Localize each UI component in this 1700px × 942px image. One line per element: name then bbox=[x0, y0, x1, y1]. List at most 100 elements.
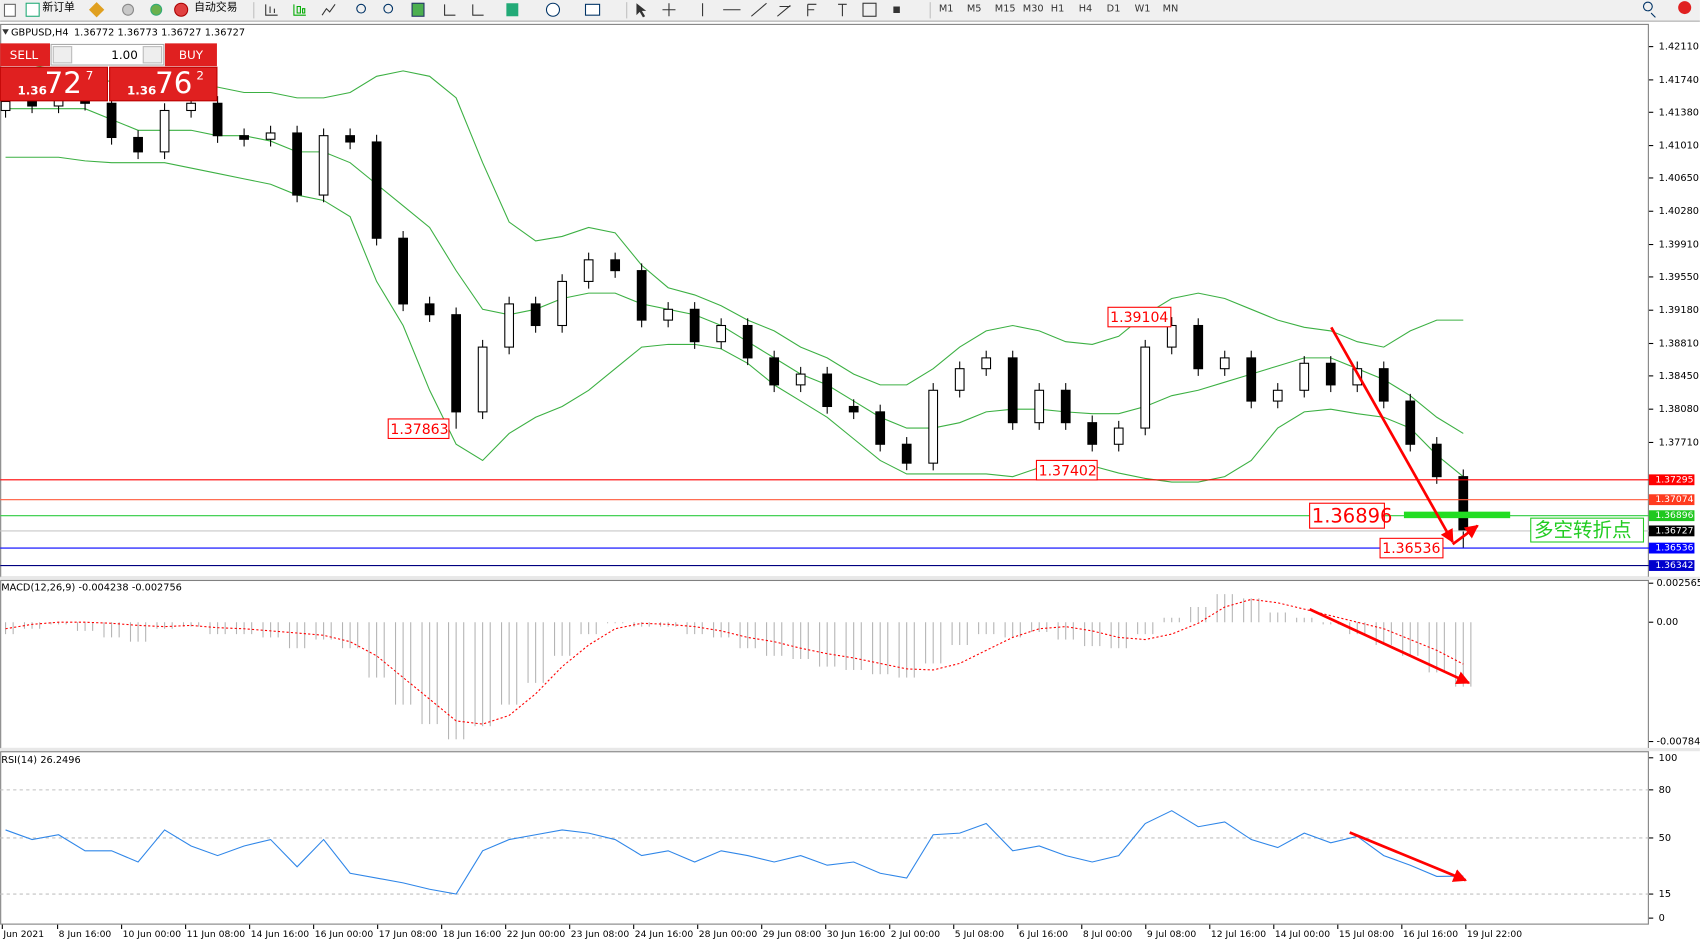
candle-body bbox=[1140, 346, 1151, 429]
macd-main: -0.004238 bbox=[79, 583, 129, 594]
candle-body bbox=[530, 303, 541, 327]
period-icon[interactable] bbox=[545, 2, 561, 17]
lot-up[interactable] bbox=[142, 46, 163, 64]
sell-label[interactable]: SELL bbox=[10, 48, 39, 62]
timeframe-button[interactable]: MN bbox=[1163, 4, 1179, 15]
candle-body bbox=[954, 368, 965, 391]
candle-body bbox=[689, 308, 700, 343]
price-level-tag bbox=[1648, 525, 1695, 537]
trendline-icon[interactable] bbox=[751, 2, 767, 17]
price-level-label: 1.36727 bbox=[1655, 525, 1693, 536]
text-icon[interactable] bbox=[838, 3, 847, 17]
timeframe-button[interactable]: M30 bbox=[1023, 4, 1044, 15]
candle-body bbox=[1405, 400, 1416, 445]
icon[interactable] bbox=[150, 3, 163, 16]
zoom-out-icon[interactable] bbox=[383, 3, 394, 14]
candle-icon[interactable] bbox=[293, 4, 306, 16]
notification-icon[interactable] bbox=[1678, 1, 1692, 15]
buy-price-box[interactable] bbox=[109, 66, 218, 102]
date-label: Jun 2021 bbox=[2, 929, 44, 940]
date-label: 16 Jun 00:00 bbox=[315, 929, 374, 940]
date-label: 22 Jun 00:00 bbox=[507, 929, 566, 940]
toolbar-icons bbox=[3, 1, 1692, 19]
timeframe-button[interactable]: H1 bbox=[1051, 4, 1065, 15]
candle-body bbox=[1113, 427, 1124, 445]
scroll-icon[interactable] bbox=[444, 4, 456, 16]
cursor-icon[interactable] bbox=[636, 3, 647, 18]
timeframe-button[interactable]: M15 bbox=[995, 4, 1016, 15]
turning-point-box bbox=[1530, 517, 1645, 543]
candle-body bbox=[318, 135, 329, 196]
price-level-tag bbox=[1648, 542, 1695, 554]
auto-trading-icon[interactable] bbox=[174, 2, 189, 17]
price-annotation: 1.39104 bbox=[1110, 310, 1168, 326]
y-tick-label: 1.38080 bbox=[1659, 404, 1699, 415]
price-annotation-box bbox=[1379, 537, 1444, 559]
collapse-icon[interactable] bbox=[2, 29, 9, 35]
macd-tick-label: 0.002565 bbox=[1656, 578, 1700, 589]
auto-trading-button[interactable]: 自动交易 bbox=[194, 0, 237, 14]
buy-label[interactable]: BUY bbox=[179, 48, 204, 62]
date-label: 10 Jun 00:00 bbox=[123, 929, 182, 940]
date-label: 17 Jun 08:00 bbox=[379, 929, 438, 940]
shift-icon[interactable] bbox=[472, 4, 484, 16]
search-icon[interactable] bbox=[1643, 1, 1656, 18]
macd-tick-label: 0.00 bbox=[1656, 617, 1678, 628]
rsi-title: RSI(14) bbox=[1, 755, 37, 766]
arrows-icon[interactable] bbox=[893, 6, 900, 14]
new-order-button[interactable]: 新订单 bbox=[42, 0, 75, 14]
candle-body bbox=[0, 100, 11, 112]
date-label: 14 Jun 16:00 bbox=[251, 929, 310, 940]
timeframe-button[interactable]: M1 bbox=[939, 4, 954, 15]
candle-body bbox=[1458, 476, 1469, 532]
menu-icon[interactable] bbox=[3, 3, 16, 17]
candle-body bbox=[1007, 357, 1018, 424]
lot-value[interactable]: 1.00 bbox=[111, 48, 138, 62]
timeframe-button[interactable]: M5 bbox=[967, 4, 982, 15]
price-level-label: 1.36342 bbox=[1655, 560, 1693, 571]
panel-separator bbox=[0, 747, 1700, 752]
date-label: 8 Jun 16:00 bbox=[59, 929, 112, 940]
y-tick-label: 1.39550 bbox=[1659, 272, 1699, 283]
lot-input[interactable] bbox=[50, 43, 165, 66]
timeframe-button[interactable]: W1 bbox=[1135, 4, 1151, 15]
price-annotation-box bbox=[1309, 502, 1385, 529]
date-label: 9 Jul 08:00 bbox=[1147, 929, 1196, 940]
line-icon[interactable] bbox=[321, 4, 336, 16]
candle-body bbox=[424, 303, 435, 316]
price-level-label: 1.36896 bbox=[1655, 510, 1693, 521]
candle-body bbox=[451, 314, 462, 413]
rsi-value: 26.2496 bbox=[40, 755, 80, 766]
icon[interactable] bbox=[122, 3, 135, 16]
date-label: 14 Jul 00:00 bbox=[1275, 929, 1330, 940]
bar-chart-icon[interactable] bbox=[265, 4, 278, 16]
tile-icon[interactable] bbox=[411, 2, 425, 17]
sell-price-box[interactable] bbox=[0, 66, 108, 102]
date-label: 24 Jun 16:00 bbox=[635, 929, 694, 940]
timeframe-button[interactable]: D1 bbox=[1107, 4, 1121, 15]
label-icon[interactable] bbox=[862, 2, 877, 17]
channel-icon[interactable] bbox=[777, 5, 791, 17]
indicators-icon[interactable] bbox=[506, 3, 519, 17]
fibo-icon[interactable] bbox=[807, 3, 817, 17]
new-order-icon[interactable] bbox=[25, 2, 40, 17]
candle-body bbox=[1378, 368, 1389, 402]
date-label: 16 Jul 16:00 bbox=[1403, 929, 1458, 940]
candle-body bbox=[769, 357, 780, 386]
buy-button[interactable] bbox=[164, 43, 217, 67]
candle-body bbox=[1352, 368, 1363, 386]
sell-button[interactable] bbox=[0, 43, 51, 67]
zoom-in-icon[interactable] bbox=[356, 3, 366, 14]
sell-price-pips: 72 bbox=[45, 66, 82, 100]
template-icon[interactable] bbox=[584, 3, 601, 16]
timeframe-button[interactable]: H4 bbox=[1079, 4, 1093, 15]
candle-body bbox=[981, 357, 992, 370]
lot-down[interactable] bbox=[52, 46, 73, 64]
crosshair-icon[interactable] bbox=[662, 3, 676, 17]
date-label: 5 Jul 08:00 bbox=[955, 929, 1004, 940]
quote-high: 1.36773 bbox=[118, 28, 158, 39]
bollinger-band bbox=[5, 156, 1464, 483]
main-panel bbox=[0, 23, 1649, 578]
price-plot bbox=[0, 64, 1649, 567]
